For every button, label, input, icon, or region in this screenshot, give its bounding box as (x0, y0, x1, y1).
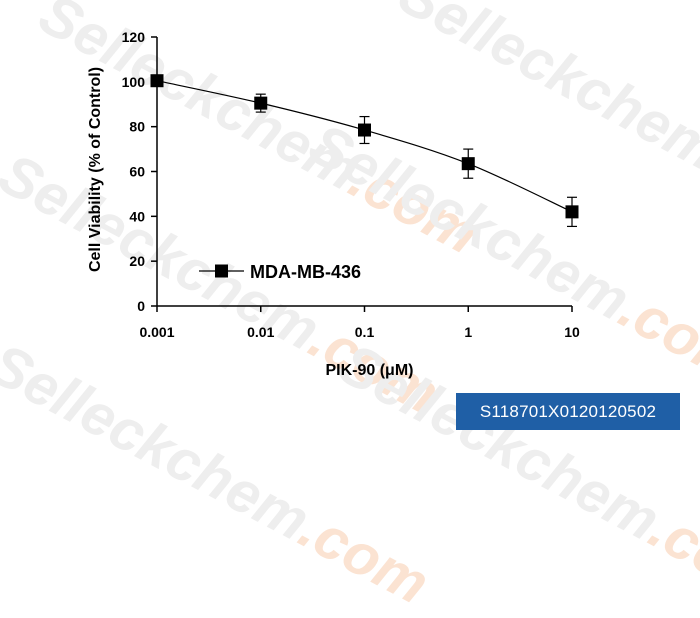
data-point (461, 157, 475, 171)
x-tick-label: 0.1 (355, 324, 375, 340)
x-tick-label: 0.001 (139, 324, 174, 340)
catalog-badge: S118701X0120120502 (456, 393, 680, 430)
legend-label: MDA-MB-436 (250, 262, 361, 282)
y-tick-label: 80 (129, 119, 145, 135)
x-tick-label: 1 (464, 324, 472, 340)
y-axis-title: Cell Viability (% of Control) (87, 67, 104, 272)
y-tick-label: 100 (122, 74, 146, 90)
data-point (150, 74, 164, 88)
x-axis-title: PIK-90 (μM) (325, 362, 413, 379)
x-tick-label: 0.01 (247, 324, 274, 340)
axes: 0 20 40 60 80 100 120 0.001 0.01 0.1 1 10 (122, 29, 580, 340)
y-tick-label: 0 (137, 298, 145, 314)
data-point (358, 123, 371, 137)
series-line (156, 80, 573, 213)
data-point (254, 96, 268, 110)
y-tick-label: 120 (122, 29, 146, 45)
y-tick-label: 20 (129, 253, 145, 269)
legend-marker (215, 264, 228, 278)
series-layer (150, 74, 579, 228)
data-point (565, 205, 579, 219)
x-tick-label: 10 (564, 324, 580, 340)
legend: MDA-MB-436 (199, 262, 361, 282)
y-tick-label: 60 (129, 164, 145, 180)
y-tick-label: 40 (129, 208, 145, 224)
line-chart: 0 20 40 60 80 100 120 0.001 0.01 0.1 1 10 Cell Via… (87, 29, 580, 379)
